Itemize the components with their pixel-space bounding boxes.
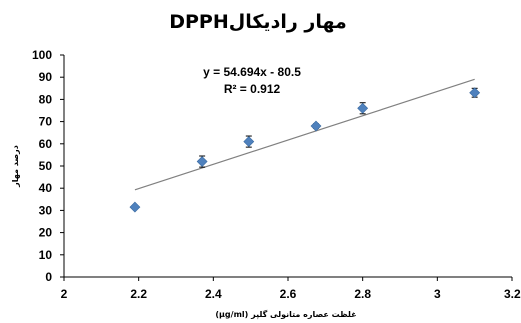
x-axis-label: غلظت عصاره متانولی گلپر (µg/ml) (215, 309, 356, 319)
y-tick-label: 70 (39, 115, 53, 129)
x-tick-label: 2.4 (205, 287, 222, 301)
data-point (469, 87, 481, 99)
chart-title: مهار رادیکالDPPH (169, 11, 347, 33)
axis-tick-marks (60, 54, 513, 281)
trendline-equation: y = 54.694x - 80.5 (203, 65, 301, 79)
y-tick-label: 0 (45, 270, 52, 284)
y-tick-label: 40 (39, 181, 53, 195)
y-tick-label: 50 (39, 159, 53, 173)
y-tick-label: 60 (39, 137, 53, 151)
data-point (243, 136, 255, 148)
data-point (129, 201, 141, 213)
r-squared-label: R² = 0.912 (224, 82, 281, 96)
data-point (310, 120, 322, 132)
data-point (357, 102, 369, 114)
y-tick-label: 30 (39, 203, 53, 217)
x-tick-label: 3 (434, 287, 441, 301)
y-axis-label: درصد مهار (11, 145, 20, 188)
x-tick-labels: 2 2.2 2.4 2.6 2.8 3 3.2 (61, 287, 521, 301)
x-tick-label: 3.2 (504, 287, 521, 301)
y-tick-label: 90 (39, 70, 53, 84)
y-tick-label: 20 (39, 226, 53, 240)
x-tick-label: 2.2 (130, 287, 147, 301)
y-tick-label: 80 (39, 92, 53, 106)
data-points (129, 87, 481, 213)
y-tick-label: 10 (39, 248, 53, 262)
x-tick-label: 2.6 (280, 287, 297, 301)
x-tick-label: 2 (61, 287, 68, 301)
data-point (196, 156, 208, 167)
y-tick-labels: 0 10 20 30 40 50 60 70 80 90 100 (32, 48, 52, 284)
y-tick-label: 100 (32, 48, 52, 62)
x-tick-label: 2.8 (354, 287, 371, 301)
trendline (134, 78, 475, 191)
